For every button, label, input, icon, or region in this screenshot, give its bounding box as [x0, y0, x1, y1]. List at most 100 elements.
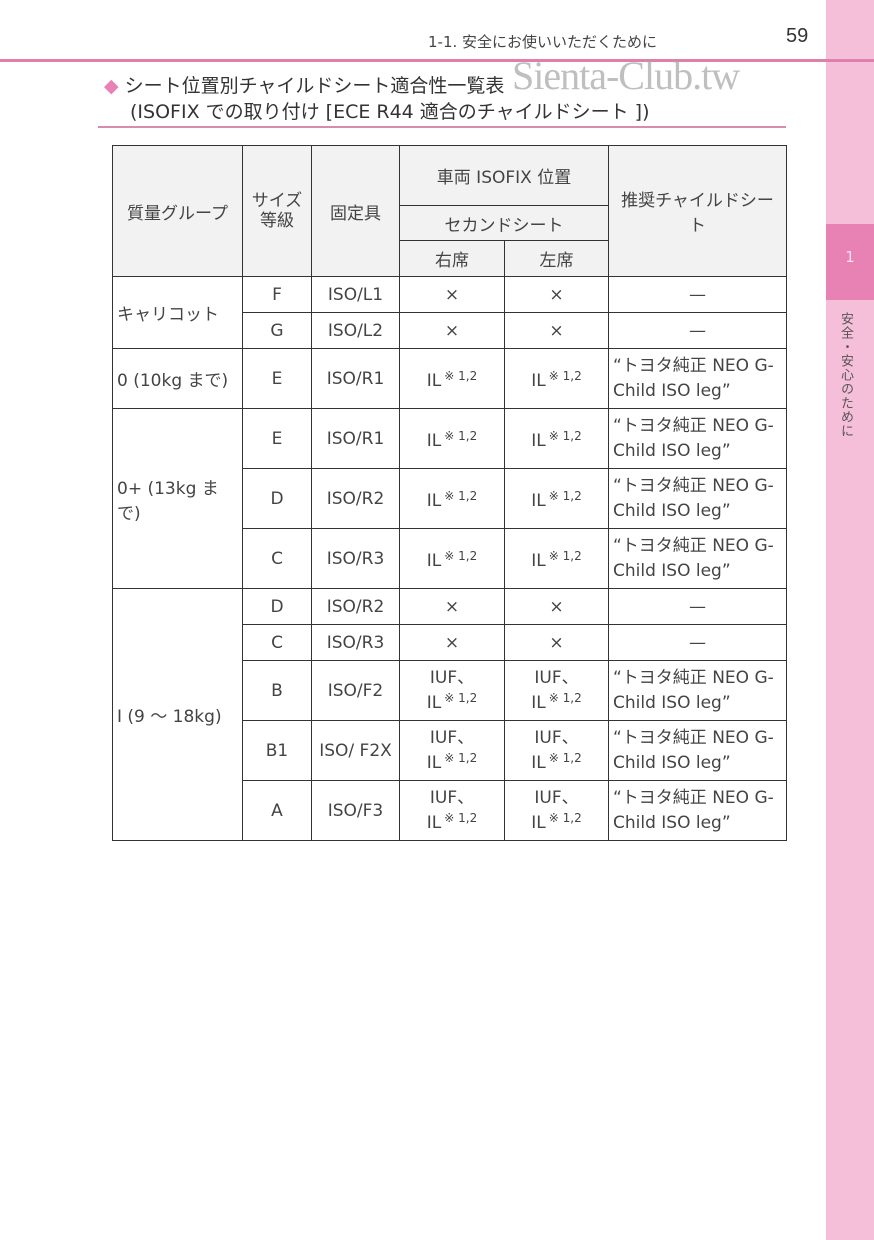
seat-value: IL — [531, 371, 546, 391]
seat-value: × — [549, 284, 564, 305]
seat-value: IL — [426, 753, 442, 773]
seat-value: IL — [531, 491, 546, 511]
recommended-seat-cell: “トヨタ純正 NEO G-Child ISO leg” — [608, 780, 787, 841]
chapter-sidebar — [826, 0, 874, 1240]
recommended-seat-cell: “トヨタ純正 NEO G-Child ISO leg” — [608, 528, 787, 589]
title-line2: (ISOFIX での取り付け [ECE R44 適合のチャイルドシート ]) — [130, 101, 650, 123]
isofix-compatibility-table: 質量グループ サイズ等級 固定具 車両 ISOFIX 位置 推奨チャイルドシート… — [112, 145, 787, 841]
seat-value: IL — [426, 693, 442, 713]
table-row: C ISO/R3 × × — — [113, 624, 787, 661]
table-row: D ISO/R2 IL ※ 1,2 IL ※ 1,2 “トヨタ純正 NEO G-Child … — [113, 468, 787, 529]
size-class-cell: B1 — [242, 720, 312, 781]
fixture-cell: ISO/R1 — [311, 348, 400, 409]
header-recommended: 推奨チャイルドシート — [608, 145, 787, 277]
title-underline — [98, 126, 786, 128]
seat-value-line: IL ※ 1,2 — [509, 546, 604, 571]
seat-prefix: IUF、 — [429, 728, 475, 748]
seat-value: IL — [426, 431, 442, 451]
recommended-seat-cell: — — [608, 624, 787, 661]
table-row: C ISO/R3 IL ※ 1,2 IL ※ 1,2 “トヨタ純正 NEO G-Child … — [113, 528, 787, 589]
seat-value-line: IL ※ 1,2 — [404, 366, 500, 391]
right-seat-cell: IUF、 IL ※ 1,2 — [399, 720, 505, 781]
seat-value: IL — [426, 551, 442, 571]
size-class-cell: C — [242, 528, 312, 589]
seat-value-line: IL ※ 1,2 — [509, 366, 604, 391]
footnote-ref: ※ 1,2 — [444, 489, 478, 503]
left-seat-cell: × — [504, 588, 609, 625]
seat-value-line: × — [509, 633, 604, 653]
footnote-ref: ※ 1,2 — [444, 369, 478, 383]
seat-value-line: IL ※ 1,2 — [509, 486, 604, 511]
mass-group-cell: 0 (10kg まで) — [112, 348, 243, 409]
header-left-seat: 左席 — [504, 240, 609, 277]
seat-value: × — [444, 632, 460, 653]
footnote-ref: ※ 1,2 — [444, 751, 478, 765]
fixture-cell: ISO/R2 — [311, 588, 400, 625]
section-header: 1-1. 安全にお使いいただくために — [428, 33, 658, 51]
left-seat-cell: IUF、 IL ※ 1,2 — [504, 780, 609, 841]
left-seat-cell: × — [504, 276, 609, 313]
seat-value-line: × — [404, 285, 500, 305]
right-seat-cell: × — [399, 588, 505, 625]
size-class-cell: G — [242, 312, 312, 349]
left-seat-cell: IL ※ 1,2 — [504, 468, 609, 529]
seat-value: IL — [531, 753, 546, 773]
left-seat-cell: IUF、 IL ※ 1,2 — [504, 660, 609, 721]
diamond-bullet-icon: ◆ — [104, 75, 119, 97]
size-class-cell: E — [242, 408, 312, 469]
seat-value-line: IL ※ 1,2 — [404, 486, 500, 511]
fixture-cell: ISO/F2 — [311, 660, 400, 721]
right-seat-cell: IL ※ 1,2 — [399, 468, 505, 529]
seat-value: IL — [426, 813, 442, 833]
recommended-seat-cell: “トヨタ純正 NEO G-Child ISO leg” — [608, 408, 787, 469]
recommended-seat-cell: — — [608, 312, 787, 349]
size-class-cell: E — [242, 348, 312, 409]
seat-value-line: IL ※ 1,2 — [404, 426, 500, 451]
fixture-cell: ISO/R2 — [311, 468, 400, 529]
fixture-cell: ISO/ F2X — [311, 720, 400, 781]
seat-value-line: × — [509, 597, 604, 617]
fixture-cell: ISO/R1 — [311, 408, 400, 469]
right-seat-cell: × — [399, 276, 505, 313]
fixture-cell: ISO/R3 — [311, 624, 400, 661]
footnote-ref: ※ 1,2 — [444, 429, 478, 443]
seat-value-line: × — [509, 321, 604, 341]
header-vehicle-position: 車両 ISOFIX 位置 — [399, 145, 609, 206]
seat-value: IL — [426, 371, 442, 391]
size-class-cell: D — [242, 468, 312, 529]
seat-value: IL — [531, 551, 546, 571]
table-row: 0+ (13kg まで) E ISO/R1 IL ※ 1,2 IL ※ 1,2 “トヨタ純正 … — [112, 408, 787, 589]
table-row: B1 ISO/ F2X IUF、 IL ※ 1,2 IUF、 IL ※ 1,2 “トヨタ純正 N… — [113, 720, 787, 781]
seat-value: IL — [531, 431, 546, 451]
footnote-ref: ※ 1,2 — [548, 369, 582, 383]
footnote-ref: ※ 1,2 — [548, 489, 582, 503]
seat-value-line: IL ※ 1,2 — [509, 426, 604, 451]
seat-value: × — [444, 596, 460, 617]
seat-prefix: IUF、 — [429, 788, 475, 808]
size-class-cell: F — [242, 276, 312, 313]
seat-value-line: × — [404, 633, 500, 653]
right-seat-cell: × — [399, 312, 505, 349]
table-row: 0 (10kg まで) E ISO/R1 IL ※ 1,2 IL ※ 1,2 “トヨタ純正 N… — [112, 348, 787, 409]
seat-value-line: × — [404, 321, 500, 341]
seat-value-line: IL ※ 1,2 — [509, 688, 604, 713]
fixture-cell: ISO/R3 — [311, 528, 400, 589]
left-seat-cell: × — [504, 624, 609, 661]
mass-group-cell: I (9 〜 18kg) — [112, 588, 243, 841]
header-rule — [0, 59, 874, 62]
footnote-ref: ※ 1,2 — [444, 811, 478, 825]
left-seat-cell: × — [504, 312, 609, 349]
footnote-ref: ※ 1,2 — [548, 691, 582, 705]
left-seat-cell: IUF、 IL ※ 1,2 — [504, 720, 609, 781]
chapter-tab[interactable]: 1 — [826, 224, 874, 300]
fixture-cell: ISO/L1 — [311, 276, 400, 313]
seat-value-line: IL ※ 1,2 — [404, 546, 500, 571]
right-seat-cell: IL ※ 1,2 — [399, 348, 505, 409]
header-group: 質量グループ — [112, 145, 243, 277]
footnote-ref: ※ 1,2 — [444, 549, 478, 563]
footnote-ref: ※ 1,2 — [444, 691, 478, 705]
recommended-seat-cell: “トヨタ純正 NEO G-Child ISO leg” — [608, 720, 787, 781]
table-title: ◆ シート位置別チャイルドシート適合性一覧表 (ISOFIX での取り付け [EC… — [104, 73, 649, 125]
seat-prefix: IUF、 — [534, 788, 579, 808]
